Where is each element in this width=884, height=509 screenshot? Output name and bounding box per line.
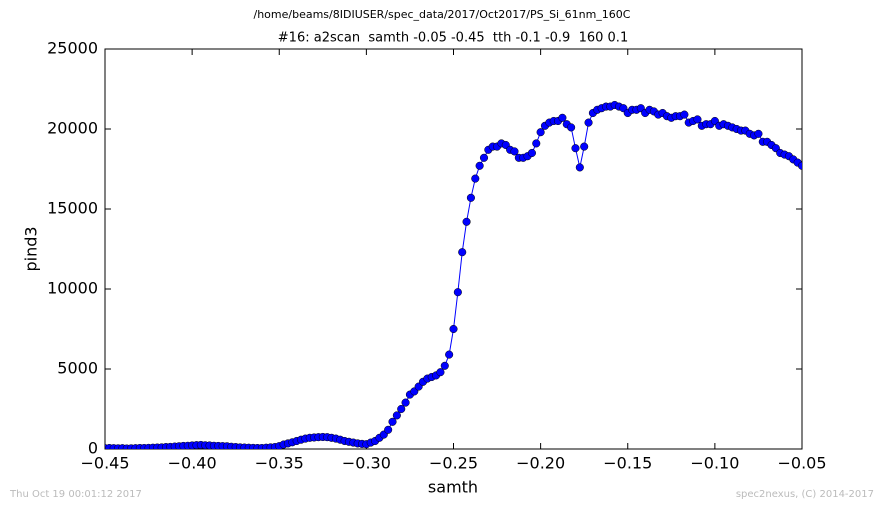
x-tick-label: −0.35 xyxy=(255,454,304,473)
data-point xyxy=(475,161,484,170)
data-point xyxy=(401,398,410,407)
y-axis-label: pind3 xyxy=(22,226,41,271)
x-tick-label: −0.25 xyxy=(429,454,478,473)
y-tick-label: 25000 xyxy=(47,39,98,58)
data-point xyxy=(571,144,580,153)
data-point xyxy=(580,142,589,151)
y-tick-label: 10000 xyxy=(47,279,98,298)
data-point xyxy=(575,163,584,172)
x-tick-label: −0.15 xyxy=(603,454,652,473)
data-point xyxy=(584,118,593,127)
data-point xyxy=(680,110,689,119)
chart-title: /home/beams/8IDIUSER/spec_data/2017/Oct2… xyxy=(254,8,631,21)
data-point xyxy=(453,288,462,297)
data-point xyxy=(462,217,471,226)
y-tick-label: 20000 xyxy=(47,119,98,138)
y-tick-label: 15000 xyxy=(47,199,98,218)
x-tick-label: −0.30 xyxy=(342,454,391,473)
data-point xyxy=(797,161,802,170)
data-point xyxy=(384,425,393,434)
data-point xyxy=(397,404,406,414)
data-point xyxy=(754,129,763,138)
data-point xyxy=(479,153,489,162)
data-point xyxy=(388,417,397,426)
data-point xyxy=(466,193,475,202)
data-point xyxy=(558,113,567,122)
footer-right: spec2nexus, (C) 2014-2017 xyxy=(736,489,874,500)
data-point xyxy=(458,248,467,257)
y-tick-label: 0 xyxy=(88,439,98,458)
x-tick-label: −0.45 xyxy=(80,454,129,473)
data-point xyxy=(527,148,536,158)
data-point xyxy=(436,368,445,377)
x-axis-label: samth xyxy=(428,478,478,497)
data-point xyxy=(471,174,480,183)
footer-left: Thu Oct 19 00:01:12 2017 xyxy=(9,489,142,500)
x-tick-label: −0.40 xyxy=(168,454,217,473)
y-tick-label: 5000 xyxy=(57,359,98,378)
data-point xyxy=(567,123,576,132)
x-tick-label: −0.10 xyxy=(690,454,739,473)
data-point xyxy=(440,361,449,370)
data-point xyxy=(445,350,454,359)
data-point xyxy=(392,411,401,420)
x-tick-label: −0.05 xyxy=(777,454,826,473)
chart-subtitle: #16: a2scan samth -0.05 -0.45 tth -0.1 -… xyxy=(278,31,628,46)
x-tick-label: −0.20 xyxy=(516,454,565,473)
data-point xyxy=(510,147,519,156)
data-point xyxy=(536,128,545,137)
data-point xyxy=(693,115,702,124)
data-point xyxy=(449,324,458,334)
series xyxy=(105,100,802,449)
data-point xyxy=(532,139,541,148)
